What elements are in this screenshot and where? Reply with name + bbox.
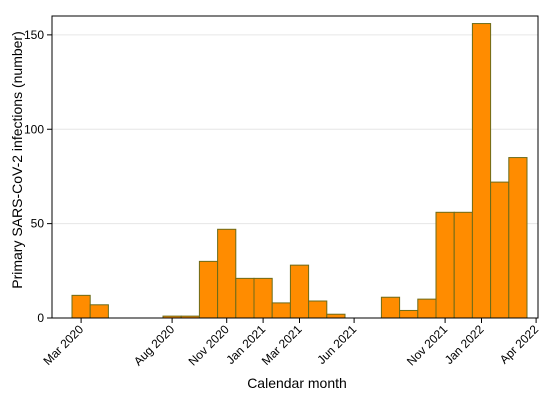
bar-2022-02: [490, 181, 510, 319]
bar-2021-09: [399, 309, 419, 319]
bar-2021-12: [453, 211, 473, 319]
x-axis-title: Calendar month: [247, 375, 347, 391]
y-tick-label-0: 0: [37, 311, 44, 325]
bar-2021-10: [417, 298, 437, 319]
bar-2021-04: [308, 300, 328, 319]
axes: [51, 15, 539, 319]
y-tick-label-150: 150: [24, 28, 44, 42]
bar-2022-01: [471, 23, 492, 319]
bar-2021-02: [271, 302, 291, 319]
bar-2021-05: [326, 313, 346, 319]
bar-2020-04: [89, 304, 109, 319]
bar-2022-03: [508, 157, 528, 319]
bar-2021-11: [435, 211, 455, 319]
y-tick-label-50: 50: [31, 217, 45, 231]
bar-2020-03: [71, 294, 91, 319]
y-ticks: 0 50 100 150: [24, 28, 52, 325]
bar-2021-08: [380, 296, 401, 319]
bar-2020-11: [217, 228, 237, 319]
y-axis-title: Primary SARS-CoV-2 infections (number): [9, 31, 25, 289]
bars: [71, 23, 528, 319]
y-tick-label-100: 100: [24, 122, 44, 136]
bar-2021-03: [289, 264, 310, 319]
bar-2021-01: [253, 277, 273, 319]
bar-2020-10: [198, 260, 219, 319]
plot-frame: [51, 15, 539, 319]
bar-2020-12: [235, 277, 255, 319]
